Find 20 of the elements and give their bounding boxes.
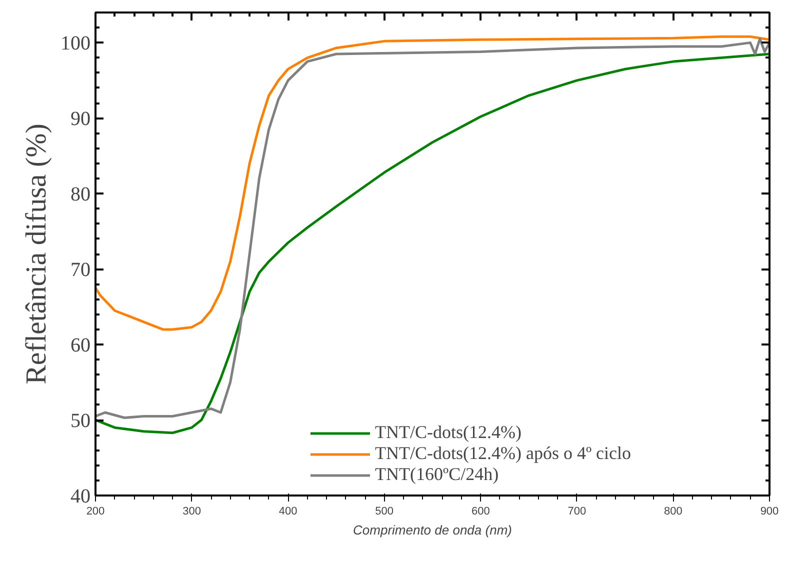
x-tick-label: 900 xyxy=(760,506,779,518)
legend-label: TNT/C-dots(12.4%) após o 4º ciclo xyxy=(375,443,632,464)
y-tick-label: 90 xyxy=(70,108,90,130)
y-tick-label: 80 xyxy=(70,184,90,206)
y-tick-label: 70 xyxy=(70,259,90,282)
y-tick-label: 40 xyxy=(70,486,90,508)
x-tick-label: 300 xyxy=(182,506,201,518)
x-tick-label: 400 xyxy=(278,506,298,518)
x-tick-label: 200 xyxy=(86,506,105,518)
legend-label: TNT(160ºC/24h) xyxy=(375,464,499,485)
y-tick-label: 60 xyxy=(70,334,90,357)
y-tick-label: 100 xyxy=(60,32,90,55)
legend-label: TNT/C-dots(12.4%) xyxy=(375,422,522,443)
y-tick-label: 50 xyxy=(70,410,90,432)
x-tick-label: 500 xyxy=(375,506,394,518)
x-tick-label: 600 xyxy=(471,506,490,518)
x-tick-label: 800 xyxy=(664,506,682,518)
x-tick-label: 700 xyxy=(568,506,586,518)
x-axis-title: Comprimento de onda (nm) xyxy=(353,522,512,538)
y-axis-title: Refletância difusa (%) xyxy=(20,124,52,384)
